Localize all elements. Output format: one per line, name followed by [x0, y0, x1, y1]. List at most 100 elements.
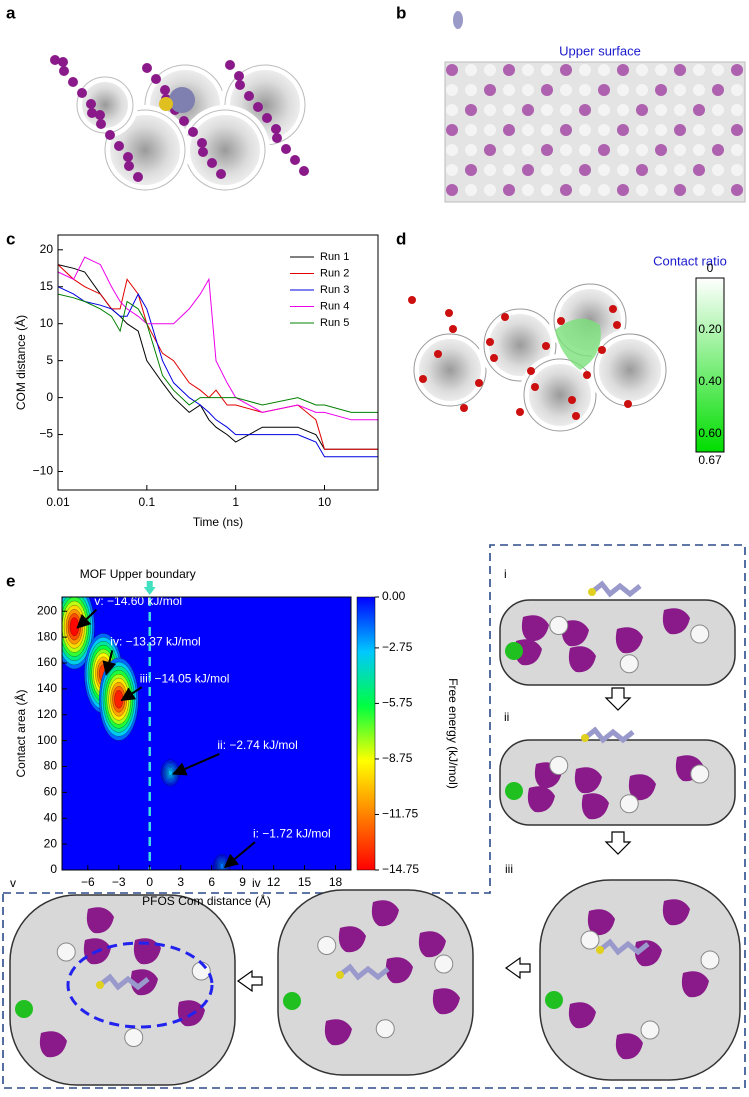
decoration	[561, 620, 589, 647]
legend-label: Run 4	[320, 300, 349, 312]
decoration	[484, 64, 496, 76]
decoration	[579, 184, 591, 196]
decoration	[609, 305, 617, 313]
colorbar-tick-label: 0	[707, 261, 714, 275]
decoration	[527, 367, 535, 375]
decoration	[636, 84, 648, 96]
y-tick-label: 200	[37, 603, 57, 617]
x-tick-label: 15	[298, 875, 312, 889]
decoration	[124, 1028, 144, 1047]
legend-label: Run 2	[320, 267, 349, 279]
panel-label: b	[396, 3, 406, 22]
decoration	[133, 172, 143, 182]
decoration	[598, 184, 610, 196]
decoration	[617, 144, 629, 156]
decoration	[541, 64, 553, 76]
decoration	[408, 296, 416, 304]
decoration	[731, 104, 743, 116]
line-series	[57, 264, 378, 450]
decoration	[50, 55, 60, 65]
decoration	[371, 900, 399, 927]
decoration	[527, 786, 555, 813]
decoration	[617, 124, 629, 136]
colorbar-tick-label: 0.20	[698, 322, 722, 336]
decoration	[731, 184, 743, 196]
decoration	[655, 104, 667, 116]
decoration	[681, 971, 709, 998]
decoration	[568, 396, 576, 404]
snapshot-label: iii	[505, 862, 513, 876]
decoration	[700, 950, 720, 970]
annotation-arrow	[76, 609, 98, 629]
decoration	[617, 104, 629, 116]
x-tick-label: 3	[177, 875, 184, 889]
decoration	[690, 764, 710, 784]
decoration	[579, 144, 591, 156]
decoration	[579, 64, 591, 76]
decoration	[234, 71, 244, 81]
colorbar-tick-label: 0.00	[382, 589, 406, 603]
decoration	[197, 138, 207, 148]
decoration	[484, 184, 496, 196]
decoration	[262, 113, 272, 123]
annotation-label: iv: −13.37 kJ/mol	[110, 635, 200, 649]
decoration	[96, 981, 104, 989]
decoration	[628, 774, 656, 801]
decoration	[375, 1019, 395, 1039]
decoration	[674, 164, 686, 176]
panel-label: e	[6, 571, 15, 590]
colorbar-tick-label: −14.75	[382, 862, 419, 876]
snapshot-label: i	[504, 567, 507, 581]
decoration	[636, 104, 648, 116]
decoration	[545, 991, 563, 1009]
decoration	[465, 84, 477, 96]
decoration	[86, 907, 114, 934]
decoration	[560, 184, 572, 196]
decoration	[133, 938, 161, 965]
decoration	[522, 84, 534, 96]
colorbar-tick-label: −8.75	[382, 751, 413, 765]
decoration	[281, 144, 291, 154]
decoration	[555, 318, 601, 370]
x-tick-label: −6	[81, 875, 95, 889]
decoration	[503, 104, 515, 116]
energy-minimum	[219, 863, 225, 869]
flow-arrows	[236, 687, 632, 993]
decoration	[86, 99, 96, 109]
decoration	[484, 144, 496, 156]
decoration	[188, 127, 198, 137]
decoration	[617, 184, 629, 196]
decoration	[588, 588, 596, 596]
decoration	[503, 64, 515, 76]
decoration	[271, 124, 281, 134]
decoration	[338, 926, 366, 953]
decoration	[290, 155, 300, 165]
decoration	[693, 184, 705, 196]
x-tick-label: 0	[146, 875, 153, 889]
decoration	[712, 64, 724, 76]
decoration	[56, 942, 76, 962]
decoration	[446, 84, 458, 96]
decoration	[636, 144, 648, 156]
decoration	[731, 124, 743, 136]
decoration	[522, 164, 534, 176]
x-tick-label: 10	[318, 495, 332, 509]
decoration	[613, 321, 621, 329]
y-tick-label: 180	[37, 629, 57, 643]
y-tick-label: 20	[40, 242, 54, 256]
line-series	[57, 286, 378, 458]
decoration	[283, 992, 301, 1010]
decoration	[731, 164, 743, 176]
decoration	[674, 184, 686, 196]
decoration	[114, 141, 124, 151]
decoration	[619, 654, 639, 674]
decoration	[207, 158, 217, 168]
panel-label: d	[396, 229, 406, 248]
y-tick-label: 10	[40, 316, 54, 330]
colorbar-tick-label: 0.40	[698, 374, 722, 388]
dashed-box	[2, 544, 746, 1089]
y-axis-label: COM distance (Å)	[13, 315, 28, 410]
decoration	[539, 879, 741, 1081]
decoration	[95, 110, 105, 120]
